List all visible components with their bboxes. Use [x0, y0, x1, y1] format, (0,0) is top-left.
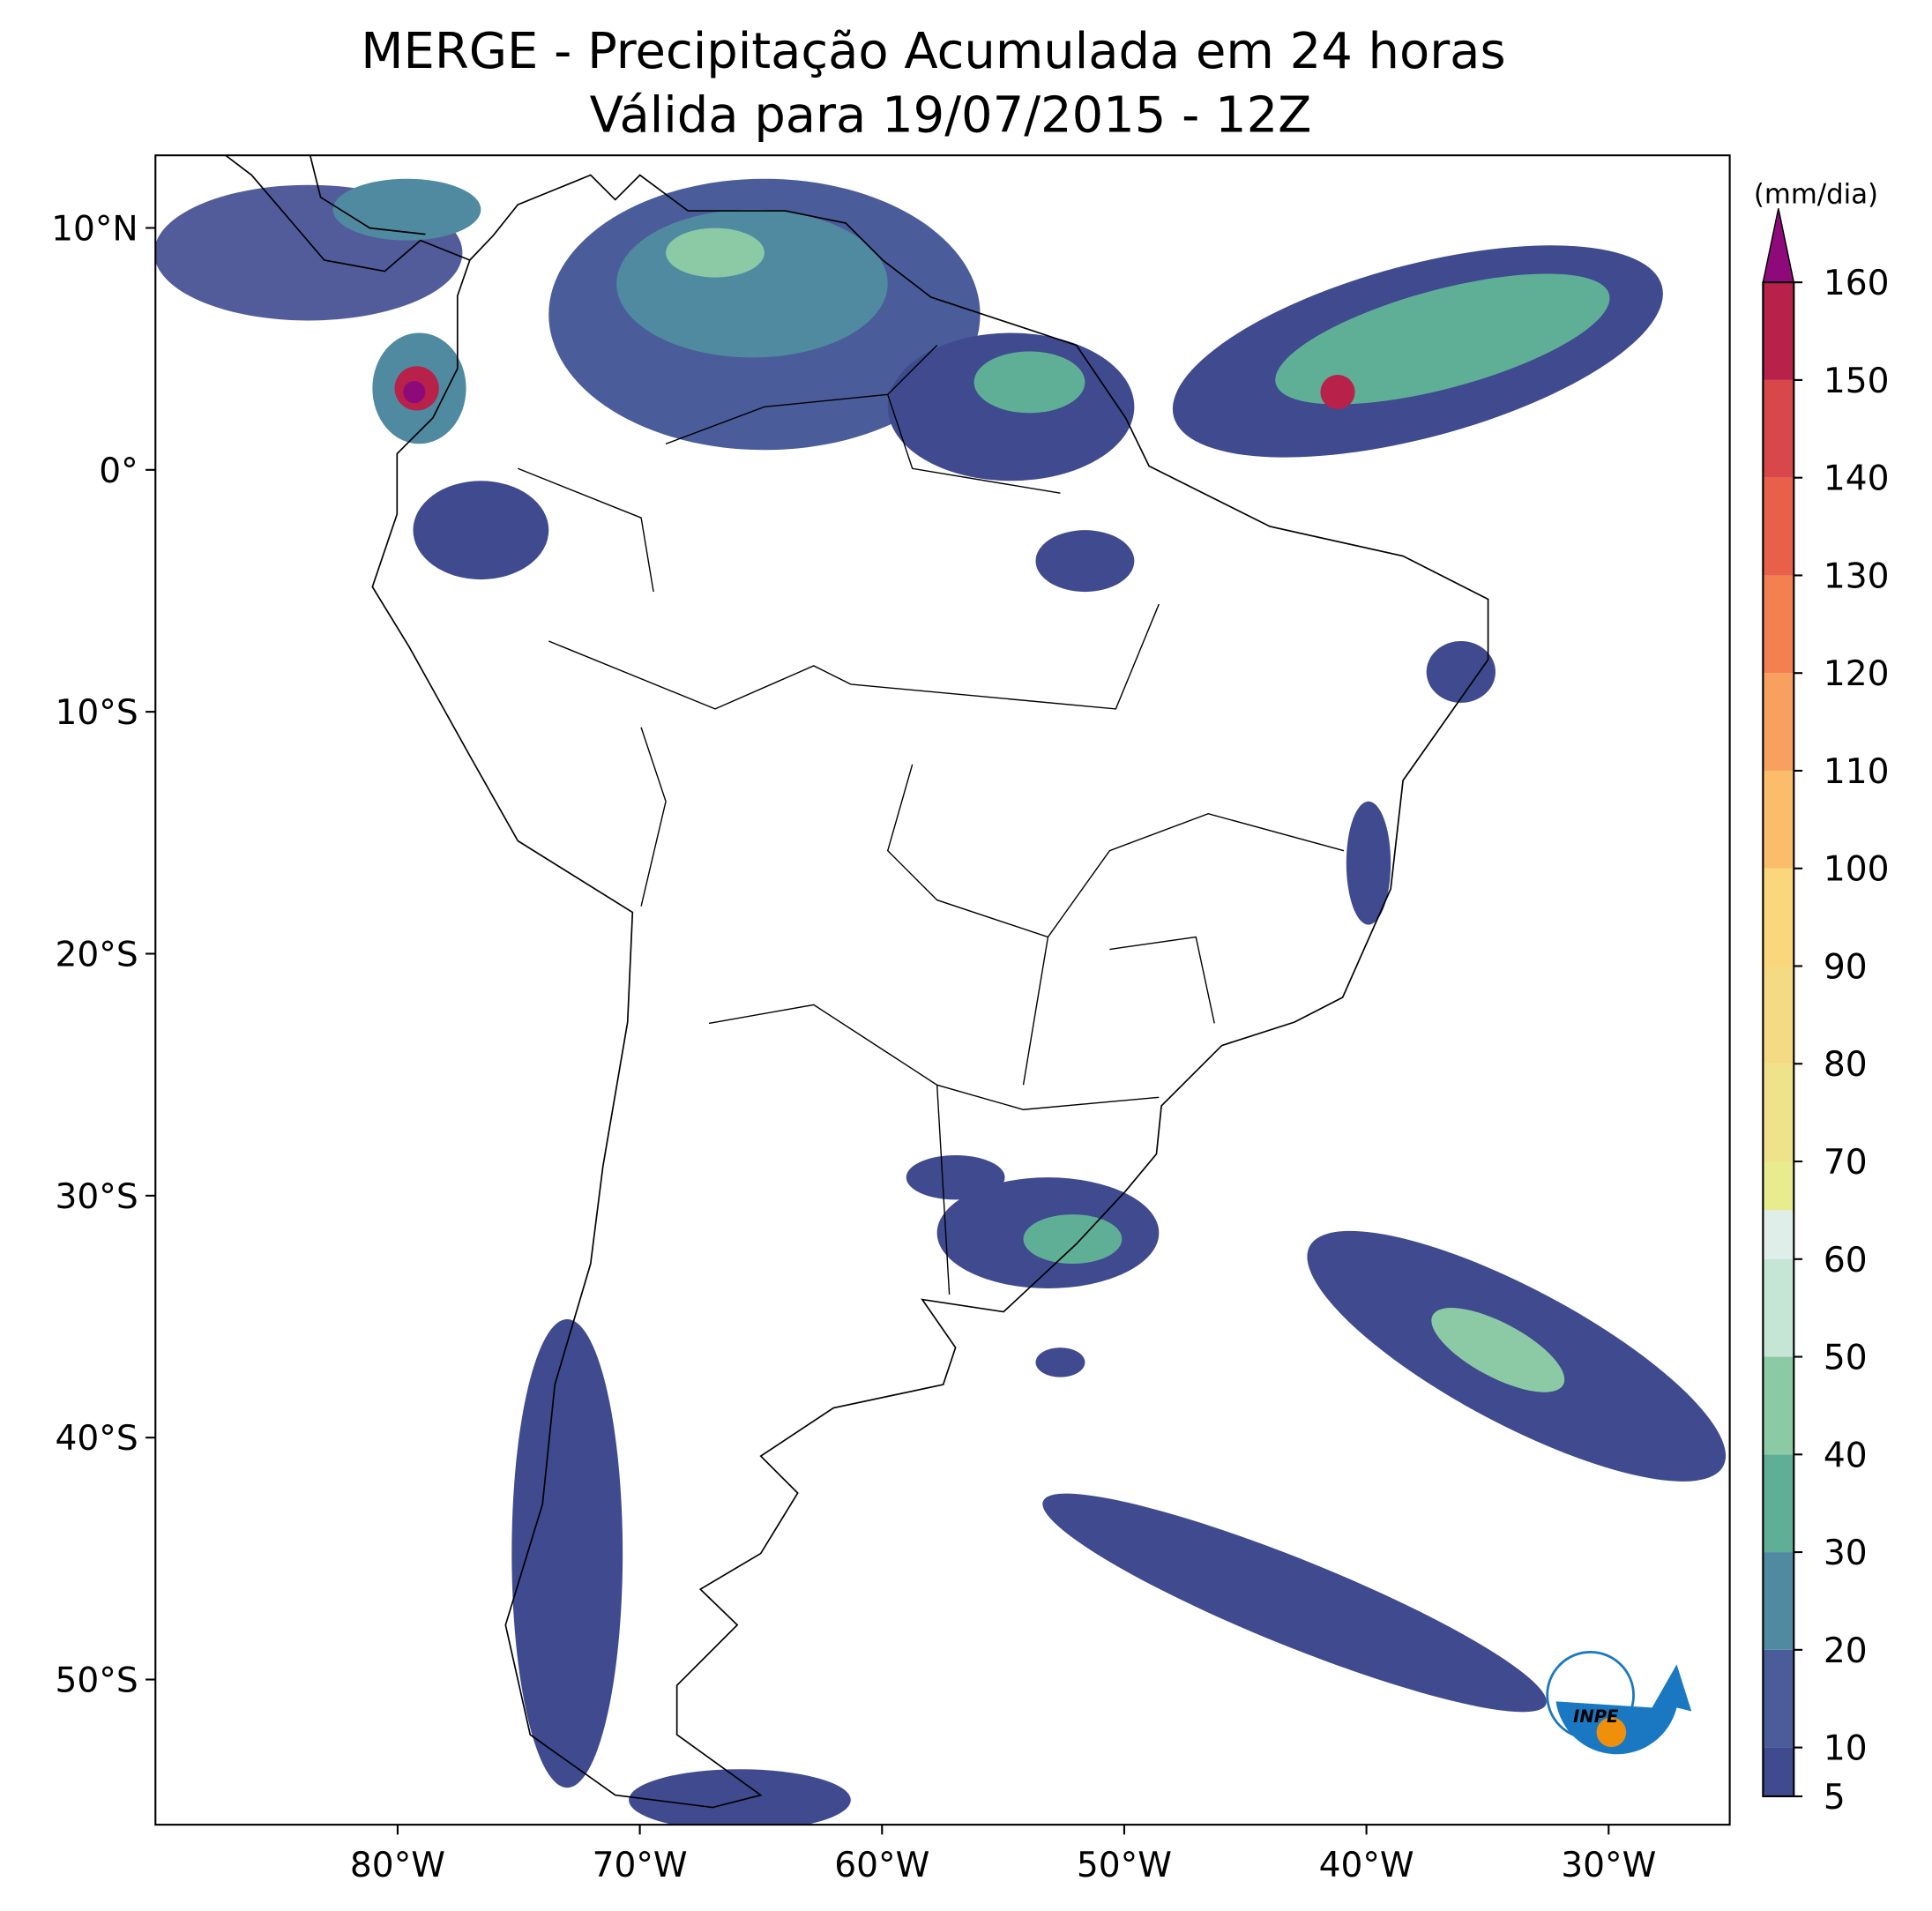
colorbar-segment: [1763, 1258, 1794, 1357]
colorbar-tick-label: 160: [1824, 264, 1890, 303]
colorbar-tick-label: 60: [1824, 1241, 1868, 1280]
colorbar-segment: [1763, 1210, 1794, 1259]
y-tick-label: 20°S: [56, 935, 138, 974]
borders: [518, 344, 1345, 1295]
map-area: [155, 155, 1727, 1825]
colorbar-tick-label: 100: [1824, 850, 1890, 890]
colorbar-tick-label: 80: [1824, 1045, 1868, 1085]
y-tick-label: 50°S: [56, 1661, 138, 1701]
y-tick-label: 40°S: [56, 1419, 138, 1459]
colorbar-tick-label: 20: [1824, 1631, 1868, 1671]
colorbar-segment: [1763, 868, 1794, 967]
colorbar-segment: [1763, 1649, 1794, 1748]
colorbar-tick-label: 130: [1824, 556, 1890, 596]
colorbar-segment: [1763, 575, 1794, 674]
colorbar-tick-label: 30: [1824, 1534, 1868, 1573]
colorbar-segment: [1763, 1552, 1794, 1650]
map-title: MERGE - Precipitação Acumulada em 24 hor…: [361, 23, 1505, 80]
x-tick-label: 80°W: [350, 1846, 445, 1885]
colorbar-segment: [1763, 282, 1794, 380]
colorbar-tick-label: 140: [1824, 459, 1890, 499]
y-tick-label: 30°S: [56, 1177, 138, 1217]
y-tick-label: 10°N: [51, 209, 138, 249]
colorbar-tick-label: 40: [1824, 1436, 1868, 1475]
colorbar-segment: [1763, 1454, 1794, 1553]
x-tick-label: 30°W: [1561, 1846, 1656, 1885]
colorbar-segment: [1763, 477, 1794, 576]
colorbar-tick-label: 90: [1824, 947, 1868, 987]
map-subtitle: Válida para 19/07/2015 - 12Z: [590, 87, 1312, 145]
colorbar-segment: [1763, 966, 1794, 1064]
colorbar-tick-label: 70: [1824, 1143, 1868, 1183]
logo-text: INPE: [1573, 1706, 1619, 1727]
colorbar-segment: [1763, 1064, 1794, 1162]
colorbar-segment: [1763, 1356, 1794, 1455]
inpe-logo: INPE: [1546, 1651, 1692, 1755]
coastline: [371, 174, 1489, 1809]
colorbar-tick-label: 10: [1824, 1729, 1868, 1769]
map-frame: [154, 154, 1731, 1826]
colorbar-segment: [1763, 673, 1794, 771]
colorbar-tick-label: 120: [1824, 654, 1890, 694]
colorbar-tick-label: 150: [1824, 362, 1890, 401]
colorbar-tick-label: 50: [1824, 1339, 1868, 1378]
x-tick-label: 50°W: [1077, 1846, 1172, 1885]
colorbar-segment: [1763, 1161, 1794, 1211]
colorbar-tick-label: 110: [1824, 752, 1890, 792]
colorbar-frame: [1762, 281, 1795, 1798]
central-america: [224, 155, 471, 272]
colorbar-tick-label: 5: [1824, 1778, 1846, 1818]
colorbar-label: (mm/dia): [1754, 179, 1878, 211]
precipitation: [155, 178, 1727, 1825]
x-tick-label: 40°W: [1319, 1846, 1414, 1885]
colorbar-segment: [1763, 1747, 1794, 1796]
x-tick-label: 70°W: [593, 1846, 688, 1885]
colorbar-segment: [1763, 770, 1794, 869]
y-tick-label: 10°S: [56, 693, 138, 733]
colorbar-extend: [1762, 208, 1795, 283]
x-tick-label: 60°W: [834, 1846, 929, 1885]
y-tick-label: 0°: [99, 452, 138, 491]
colorbar-segment: [1763, 379, 1794, 478]
